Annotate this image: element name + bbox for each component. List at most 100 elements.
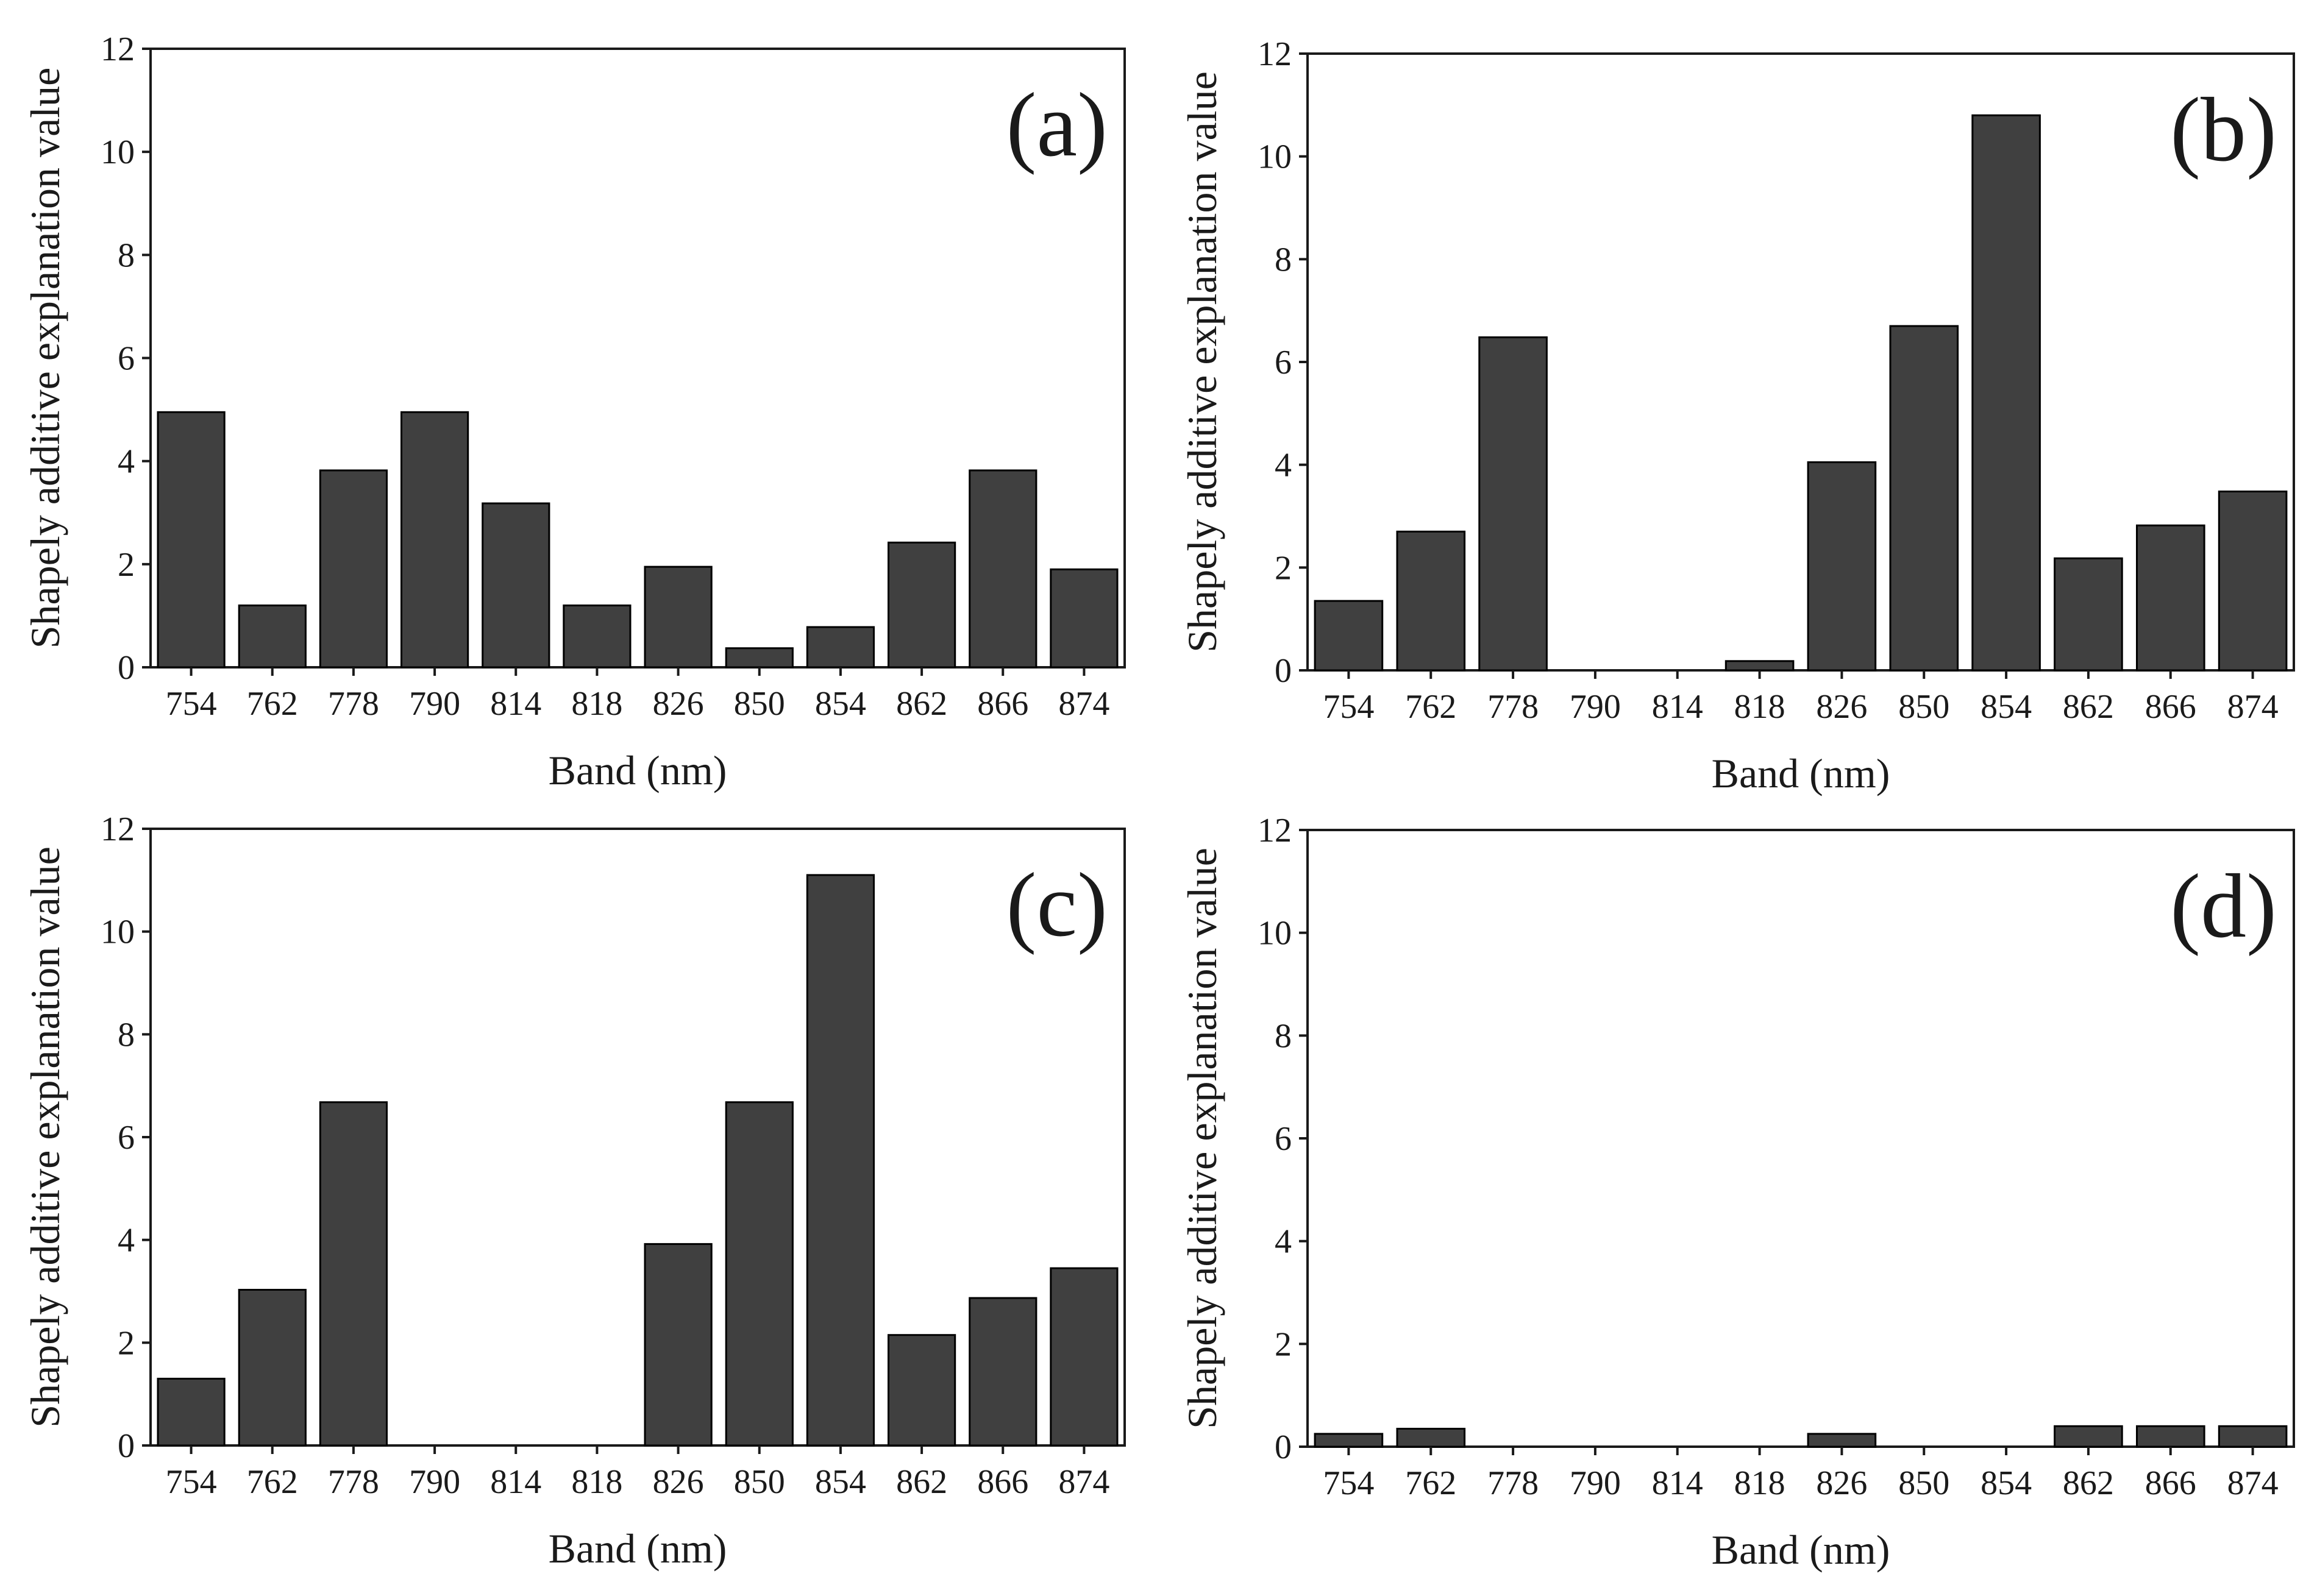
x-tick-label: 778 (328, 685, 379, 723)
panel-label: (c) (1006, 854, 1108, 956)
y-tick-label: 12 (101, 30, 135, 68)
bar-826 (644, 566, 713, 669)
y-tick-label: 4 (118, 1222, 135, 1260)
x-tick-label: 826 (653, 1463, 704, 1501)
bar-862 (888, 541, 956, 669)
y-tick-label: 10 (101, 913, 135, 951)
x-tick-label: 850 (1898, 688, 1949, 726)
bar-754 (157, 1377, 226, 1447)
x-tick-label: 762 (247, 1463, 298, 1501)
x-tick-label: 814 (1652, 1464, 1703, 1502)
y-tick-label: 6 (1275, 1120, 1292, 1158)
bar-754 (157, 411, 226, 669)
x-tick-label: 862 (2063, 688, 2114, 726)
bar-814 (482, 502, 550, 669)
x-axis-title: Band (nm) (1712, 1527, 1890, 1573)
bar-754 (1314, 1433, 1384, 1448)
bar-866 (2136, 524, 2205, 672)
bar-862 (2054, 557, 2123, 672)
x-tick-label: 818 (1734, 688, 1785, 726)
bar-862 (888, 1334, 956, 1447)
x-tick-label: 762 (1405, 1464, 1456, 1502)
x-tick-label: 874 (1058, 685, 1109, 723)
y-axis-title: Shapely additive explanation value (1179, 71, 1225, 653)
y-tick-label: 0 (118, 649, 135, 687)
x-tick-label: 866 (2145, 1464, 2196, 1502)
y-tick-label: 2 (1275, 549, 1292, 587)
y-tick-label: 6 (118, 340, 135, 378)
x-tick-label: 778 (328, 1463, 379, 1501)
x-tick-label: 754 (166, 1463, 217, 1501)
x-tick-label: 754 (1323, 688, 1374, 726)
bar-778 (1478, 336, 1548, 672)
x-tick-label: 814 (1652, 688, 1703, 726)
x-tick-label: 854 (1981, 1464, 2032, 1502)
y-tick-label: 12 (1258, 35, 1292, 73)
panel-label: (d) (2170, 856, 2277, 957)
bar-874 (1050, 1267, 1119, 1447)
chart-panel-2: 0 2 4 6 8 10 12 754 762 778 790 814 818 826 850 854 862 8… (1179, 35, 2295, 796)
x-tick-label: 850 (734, 1463, 785, 1501)
x-tick-label: 826 (653, 685, 704, 723)
panel-label: (b) (2170, 79, 2277, 180)
y-tick-label: 8 (1275, 1017, 1292, 1055)
bar-866 (969, 469, 1037, 669)
bar-874 (2218, 491, 2288, 672)
y-tick-label: 8 (1275, 241, 1292, 278)
x-tick-label: 874 (2227, 688, 2279, 726)
bar-818 (1724, 660, 1795, 672)
x-tick-label: 790 (1570, 1464, 1621, 1502)
y-tick-label: 8 (118, 1016, 135, 1054)
bar-866 (969, 1297, 1037, 1447)
x-tick-label: 874 (2227, 1464, 2279, 1502)
x-tick-label: 814 (490, 1463, 541, 1501)
y-tick-label: 4 (1275, 447, 1292, 484)
y-tick-label: 10 (101, 133, 135, 171)
bar-754 (1314, 600, 1384, 672)
x-tick-label: 866 (977, 685, 1028, 723)
y-tick-label: 0 (118, 1427, 135, 1465)
bar-818 (563, 605, 632, 669)
bar-762 (1396, 1428, 1466, 1448)
x-tick-label: 862 (2063, 1464, 2114, 1502)
bar-762 (238, 605, 307, 669)
bar-826 (1807, 461, 1877, 672)
y-axis-title: Shapely additive explanation value (22, 846, 68, 1428)
bar-778 (319, 469, 388, 669)
x-tick-label: 826 (1816, 1464, 1867, 1502)
x-tick-label: 826 (1816, 688, 1867, 726)
y-tick-label: 2 (1275, 1325, 1292, 1363)
bar-850 (725, 647, 794, 669)
bar-826 (1807, 1433, 1877, 1448)
x-tick-label: 762 (1405, 688, 1456, 726)
bar-854 (806, 626, 875, 669)
y-tick-label: 12 (1258, 812, 1292, 849)
x-tick-label: 754 (166, 685, 217, 723)
bar-854 (1971, 114, 2041, 672)
y-tick-label: 0 (1275, 1428, 1292, 1466)
x-tick-label: 850 (1898, 1464, 1949, 1502)
y-axis-title: Shapely additive explanation value (22, 68, 68, 649)
x-tick-label: 790 (1570, 688, 1621, 726)
bar-874 (1050, 568, 1119, 669)
y-tick-label: 6 (1275, 344, 1292, 381)
x-tick-label: 866 (2145, 688, 2196, 726)
bar-874 (2218, 1425, 2288, 1448)
bar-850 (725, 1101, 794, 1447)
y-tick-label: 2 (118, 546, 135, 584)
x-axis-title: Band (nm) (549, 1525, 727, 1572)
x-tick-label: 862 (896, 685, 947, 723)
x-tick-label: 818 (571, 685, 622, 723)
y-tick-label: 12 (101, 810, 135, 848)
y-tick-label: 10 (1258, 915, 1292, 952)
bar-866 (2136, 1425, 2205, 1448)
y-tick-label: 0 (1275, 652, 1292, 690)
x-tick-label: 762 (247, 685, 298, 723)
x-tick-label: 818 (571, 1463, 622, 1501)
y-tick-label: 4 (118, 443, 135, 481)
chart-panel-4: 0 2 4 6 8 10 12 754 762 778 790 814 818 826 850 854 862 8… (1179, 812, 2295, 1573)
y-tick-label: 4 (1275, 1223, 1292, 1261)
bar-778 (319, 1101, 388, 1447)
y-axis-title: Shapely additive explanation value (1179, 848, 1225, 1429)
x-tick-label: 778 (1487, 688, 1539, 726)
